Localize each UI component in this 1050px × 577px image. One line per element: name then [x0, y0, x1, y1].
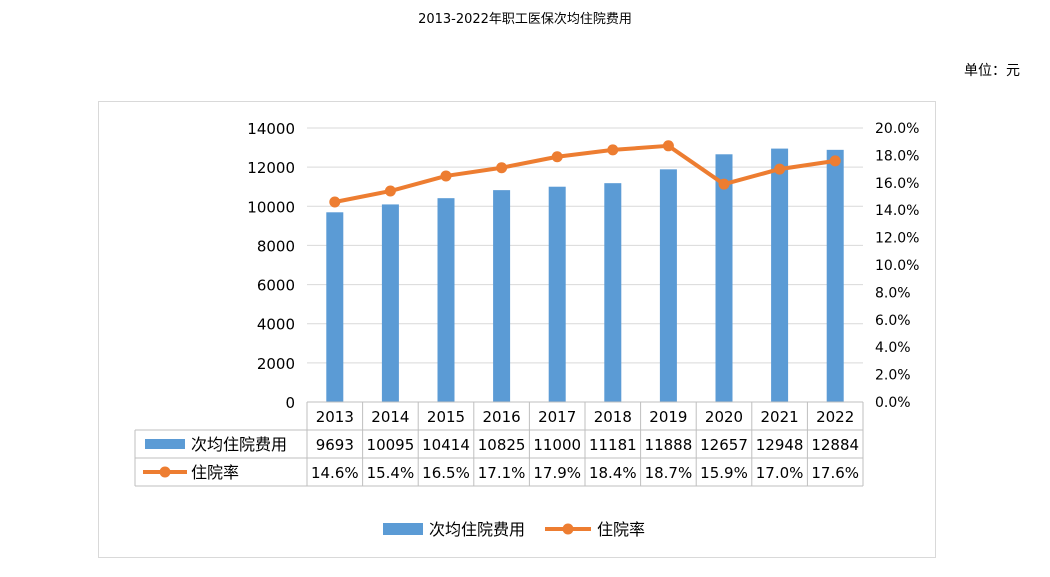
legend-key-marker [562, 523, 574, 535]
bar-2013 [326, 212, 344, 402]
combo-chart: 0 2000 4000 6000 8000 10000 12000 14000 0.0% 2.0%… [134, 120, 919, 539]
line-point-2021 [774, 163, 786, 175]
line-point-2014 [384, 185, 396, 197]
y-right-tick-label: 8.0% [875, 285, 911, 301]
y-left-tick-label: 4000 [257, 316, 295, 334]
y-left-tick-label: 0 [285, 394, 295, 412]
line-point-2017 [551, 151, 563, 163]
x-tick-label: 2022 [816, 408, 854, 426]
chart-frame: 0 2000 4000 6000 8000 10000 12000 14000 0.0% 2.0%… [98, 101, 936, 558]
y-right-tick-label: 0.0% [875, 395, 911, 411]
bar-2016 [493, 190, 511, 402]
table-legend-key-marker [159, 466, 171, 478]
x-tick-label: 2019 [649, 408, 687, 426]
bar-2018 [604, 183, 622, 402]
x-tick-label: 2014 [371, 408, 409, 426]
bar-2019 [659, 169, 677, 402]
bar-2017 [548, 186, 566, 402]
y-left-tick-label: 12000 [247, 159, 295, 177]
y-right-tick-label: 10.0% [875, 258, 919, 274]
page-title: 2013-2022年职工医保次均住院费用 [418, 12, 632, 27]
table-series-label: 次均住院费用 [191, 435, 287, 454]
y-left-tick-label: 8000 [257, 237, 295, 255]
table-cell-value: 17.6% [811, 464, 859, 482]
y-left-tick-label: 2000 [257, 355, 295, 373]
line-point-2016 [496, 162, 508, 174]
y-right-tick-label: 12.0% [875, 231, 919, 247]
y-right-tick-label: 16.0% [875, 176, 919, 192]
table-cell-value: 18.4% [589, 464, 637, 482]
line-point-2015 [440, 170, 452, 182]
table-cell-value: 12948 [756, 436, 804, 454]
bar-2020 [715, 154, 733, 402]
table-cell-value: 11888 [645, 436, 693, 454]
x-tick-label: 2015 [427, 408, 465, 426]
table-legend-key-bar [145, 439, 185, 449]
table-cell-value: 9693 [316, 436, 354, 454]
table-cell-value: 17.9% [533, 464, 581, 482]
y-right-tick-label: 2.0% [875, 368, 911, 384]
table-cell-value: 18.7% [645, 464, 693, 482]
line-point-2022 [829, 155, 841, 167]
bar-2021 [771, 148, 789, 402]
legend-key-bar [383, 523, 423, 535]
table-cell-value: 15.4% [367, 464, 415, 482]
line-point-2013 [329, 196, 341, 208]
line-point-2018 [607, 144, 619, 156]
table-cell-value: 17.0% [756, 464, 804, 482]
table-cell-value: 14.6% [311, 464, 359, 482]
y-right-tick-label: 20.0% [875, 121, 919, 137]
line-series-hospitalization-rate [334, 143, 836, 204]
y-right-tick-label: 14.0% [875, 203, 919, 219]
table-cell-value: 12657 [700, 436, 748, 454]
x-tick-label: 2013 [316, 408, 354, 426]
table-cell-value: 17.1% [478, 464, 526, 482]
y-right-tick-label: 18.0% [875, 148, 919, 164]
line-point-2020 [718, 178, 730, 190]
x-tick-label: 2017 [538, 408, 576, 426]
x-tick-label: 2021 [761, 408, 799, 426]
y-left-tick-label: 10000 [247, 198, 295, 216]
unit-label: 单位：元 [964, 63, 1020, 79]
y-left-tick-label: 6000 [257, 277, 295, 295]
y-right-tick-label: 4.0% [875, 340, 911, 356]
x-tick-label: 2020 [705, 408, 743, 426]
legend-label: 次均住院费用 [429, 520, 525, 539]
y-right-tick-label: 6.0% [875, 313, 911, 329]
table-cell-value: 11000 [533, 436, 581, 454]
line-point-2019 [662, 140, 674, 152]
table-cell-value: 11181 [589, 436, 637, 454]
x-tick-label: 2016 [483, 408, 521, 426]
table-cell-value: 15.9% [700, 464, 748, 482]
table-cell-value: 10825 [478, 436, 526, 454]
table-cell-value: 10095 [367, 436, 415, 454]
table-cell-value: 12884 [811, 436, 859, 454]
x-tick-label: 2018 [594, 408, 632, 426]
table-cell-value: 16.5% [422, 464, 470, 482]
y-left-tick-label: 14000 [247, 120, 295, 138]
bar-2014 [381, 204, 399, 402]
bar-2015 [437, 198, 455, 402]
table-series-label: 住院率 [191, 463, 239, 482]
legend-label: 住院率 [597, 520, 645, 539]
bar-2022 [826, 149, 844, 402]
table-cell-value: 10414 [422, 436, 470, 454]
